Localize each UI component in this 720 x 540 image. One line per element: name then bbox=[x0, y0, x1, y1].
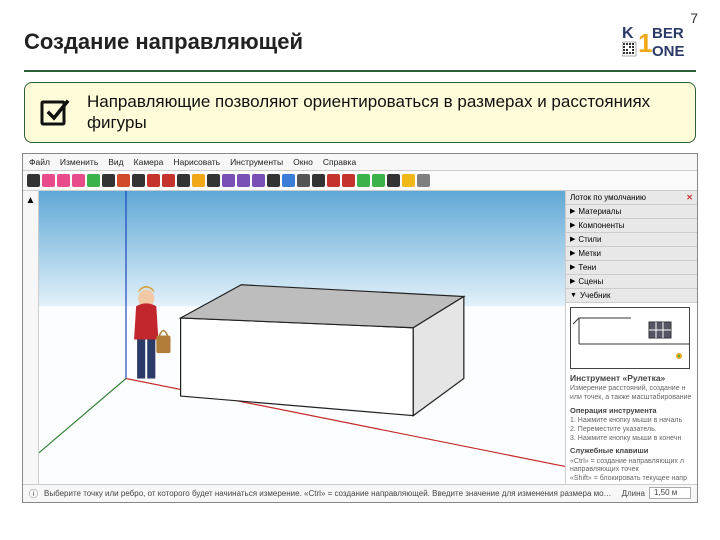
toolbar bbox=[23, 171, 697, 191]
info-icon: ⓘ bbox=[29, 487, 38, 500]
tray-section[interactable]: ▶Материалы bbox=[566, 205, 697, 219]
statusbar: ⓘ Выберите точку или ребро, от которого … bbox=[23, 484, 697, 502]
toolbar-button[interactable] bbox=[222, 174, 235, 187]
menu-item[interactable]: Окно bbox=[293, 157, 313, 167]
toolbar-button[interactable] bbox=[27, 174, 40, 187]
svg-text:BER: BER bbox=[652, 25, 684, 42]
menu-item[interactable]: Нарисовать bbox=[173, 157, 220, 167]
menu-item[interactable]: Инструменты bbox=[230, 157, 283, 167]
tray-section[interactable]: ▶Тени bbox=[566, 261, 697, 275]
svg-text:K: K bbox=[622, 25, 634, 42]
toolbar-button[interactable] bbox=[87, 174, 100, 187]
tray-section[interactable]: ▶Стили bbox=[566, 233, 697, 247]
toolbar-button[interactable] bbox=[72, 174, 85, 187]
tray-header: Лоток по умолчанию ✕ bbox=[566, 191, 697, 205]
callout-box: Направляющие позволяют ориентироваться в… bbox=[24, 82, 696, 143]
toolbar-button[interactable] bbox=[357, 174, 370, 187]
tray-section[interactable]: ▼Учебник bbox=[566, 289, 697, 303]
toolbar-button[interactable] bbox=[267, 174, 280, 187]
kiberone-logo: K 1 BER ONE bbox=[622, 22, 696, 62]
toolbar-button[interactable] bbox=[402, 174, 415, 187]
toolbar-button[interactable] bbox=[102, 174, 115, 187]
menu-item[interactable]: Справка bbox=[323, 157, 356, 167]
sketchup-window: Файл Изменить Вид Камера Нарисовать Инструмен… bbox=[22, 153, 698, 503]
menubar: Файл Изменить Вид Камера Нарисовать Инструмен… bbox=[23, 154, 697, 171]
toolbar-button[interactable] bbox=[297, 174, 310, 187]
menu-item[interactable]: Файл bbox=[29, 157, 50, 167]
slide-title: Создание направляющей bbox=[24, 29, 303, 55]
default-tray: Лоток по умолчанию ✕ ▶Материалы▶Компонен… bbox=[565, 191, 697, 484]
menu-item[interactable]: Камера bbox=[134, 157, 164, 167]
status-hint: Выберите точку или ребро, от которого бу… bbox=[44, 489, 616, 498]
toolbar-button[interactable] bbox=[327, 174, 340, 187]
toolbar-button[interactable] bbox=[42, 174, 55, 187]
toolbar-button[interactable] bbox=[177, 174, 190, 187]
toolbar-button[interactable] bbox=[342, 174, 355, 187]
title-row: Создание направляющей K 1 BER ONE bbox=[0, 0, 720, 68]
tool-title: Инструмент «Рулетка» bbox=[570, 373, 693, 384]
toolbar-button[interactable] bbox=[192, 174, 205, 187]
toolbar-button[interactable] bbox=[282, 174, 295, 187]
instructor-panel: Инструмент «Рулетка» Измерение расстояни… bbox=[566, 303, 697, 484]
tray-section[interactable]: ▶Метки bbox=[566, 247, 697, 261]
svg-text:ONE: ONE bbox=[652, 43, 685, 60]
menu-item[interactable]: Изменить bbox=[60, 157, 98, 167]
close-icon[interactable]: ✕ bbox=[686, 193, 693, 202]
length-input[interactable]: 1,50 м bbox=[649, 487, 691, 499]
box-model bbox=[181, 284, 464, 415]
menu-item[interactable]: Вид bbox=[108, 157, 123, 167]
checkbox-icon bbox=[39, 96, 71, 128]
toolbar-button[interactable] bbox=[147, 174, 160, 187]
toolbar-button[interactable] bbox=[237, 174, 250, 187]
toolbar-button[interactable] bbox=[207, 174, 220, 187]
toolbar-button[interactable] bbox=[132, 174, 145, 187]
viewport-3d[interactable] bbox=[39, 191, 565, 484]
callout-text: Направляющие позволяют ориентироваться в… bbox=[87, 91, 681, 134]
toolbar-button[interactable] bbox=[162, 174, 175, 187]
select-icon[interactable]: ▲ bbox=[26, 195, 36, 206]
toolbar-button[interactable] bbox=[312, 174, 325, 187]
toolbar-button[interactable] bbox=[252, 174, 265, 187]
toolbar-button[interactable] bbox=[417, 174, 430, 187]
left-toolbar: ▲ bbox=[23, 191, 39, 484]
toolbar-button[interactable] bbox=[387, 174, 400, 187]
title-underline bbox=[24, 70, 696, 72]
length-label: Длина bbox=[622, 489, 645, 498]
tray-section[interactable]: ▶Сцены bbox=[566, 275, 697, 289]
toolbar-button[interactable] bbox=[117, 174, 130, 187]
toolbar-button[interactable] bbox=[57, 174, 70, 187]
svg-text:1: 1 bbox=[638, 28, 652, 58]
tray-section[interactable]: ▶Компоненты bbox=[566, 219, 697, 233]
house-illustration bbox=[570, 307, 690, 369]
toolbar-button[interactable] bbox=[372, 174, 385, 187]
